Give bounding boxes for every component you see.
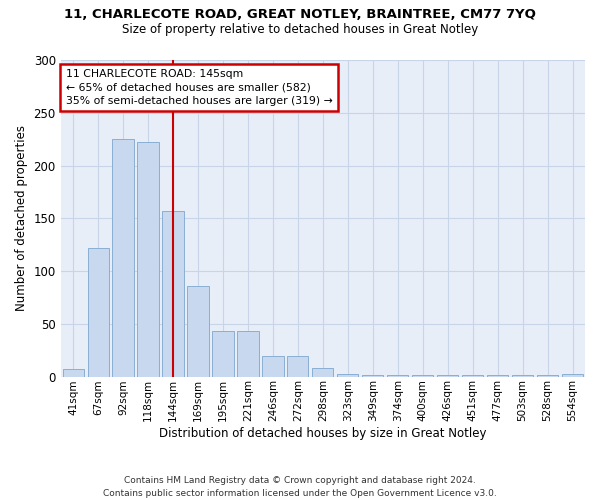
X-axis label: Distribution of detached houses by size in Great Notley: Distribution of detached houses by size … bbox=[159, 427, 487, 440]
Bar bbox=[88, 248, 109, 376]
Bar bbox=[163, 211, 184, 376]
Text: 11, CHARLECOTE ROAD, GREAT NOTLEY, BRAINTREE, CM77 7YQ: 11, CHARLECOTE ROAD, GREAT NOTLEY, BRAIN… bbox=[64, 8, 536, 20]
Text: Contains HM Land Registry data © Crown copyright and database right 2024.
Contai: Contains HM Land Registry data © Crown c… bbox=[103, 476, 497, 498]
Text: 11 CHARLECOTE ROAD: 145sqm
← 65% of detached houses are smaller (582)
35% of sem: 11 CHARLECOTE ROAD: 145sqm ← 65% of deta… bbox=[66, 70, 332, 106]
Bar bbox=[562, 374, 583, 376]
Bar bbox=[337, 374, 358, 376]
Bar bbox=[137, 142, 158, 376]
Bar bbox=[212, 331, 233, 376]
Bar bbox=[312, 368, 334, 376]
Bar bbox=[262, 356, 284, 376]
Bar bbox=[187, 286, 209, 376]
Bar bbox=[62, 369, 84, 376]
Bar bbox=[238, 331, 259, 376]
Bar bbox=[112, 139, 134, 376]
Y-axis label: Number of detached properties: Number of detached properties bbox=[15, 126, 28, 312]
Text: Size of property relative to detached houses in Great Notley: Size of property relative to detached ho… bbox=[122, 22, 478, 36]
Bar bbox=[287, 356, 308, 376]
